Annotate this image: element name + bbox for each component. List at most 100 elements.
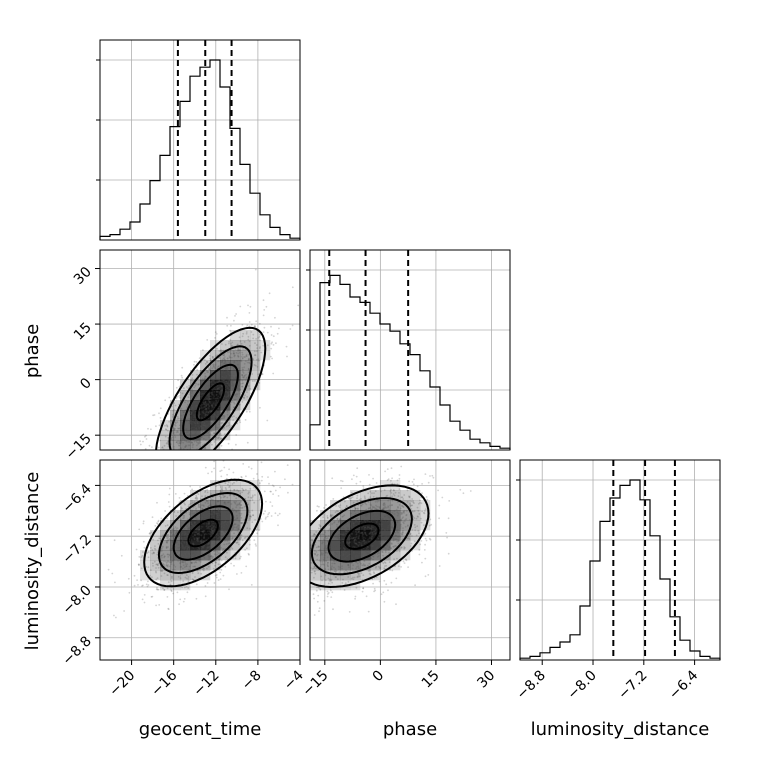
scatter-point	[155, 567, 157, 569]
scatter-point	[241, 487, 244, 490]
scatter-point	[345, 505, 348, 507]
scatter-point	[424, 537, 427, 540]
scatter-point	[198, 533, 201, 535]
scatter-point	[345, 505, 348, 507]
scatter-point	[193, 521, 196, 524]
scatter-point	[187, 576, 190, 578]
scatter-point	[227, 382, 230, 384]
scatter-point	[386, 520, 389, 523]
scatter-point	[330, 530, 333, 533]
scatter-point	[372, 506, 374, 509]
scatter-point	[201, 378, 204, 380]
scatter-point	[259, 333, 262, 336]
scatter-point	[217, 500, 219, 503]
scatter-point	[193, 421, 196, 424]
scatter-point	[178, 427, 180, 430]
scatter-point	[336, 517, 339, 520]
scatter-point	[359, 532, 362, 535]
scatter-point	[178, 554, 181, 557]
scatter-point	[175, 532, 178, 535]
scatter-point	[366, 527, 368, 530]
scatter-point	[182, 561, 185, 564]
scatter-point	[219, 533, 221, 535]
scatter-point	[415, 517, 418, 520]
scatter-point	[350, 525, 353, 527]
scatter-point	[323, 600, 326, 602]
scatter-point	[225, 517, 228, 520]
density-cell	[230, 400, 241, 411]
scatter-point	[353, 546, 356, 548]
scatter-point	[231, 483, 234, 485]
scatter-point	[224, 367, 227, 370]
scatter-point	[313, 597, 315, 600]
scatter-point	[220, 496, 222, 499]
scatter-point	[208, 541, 211, 544]
scatter-point	[296, 505, 298, 507]
scatter-point	[327, 582, 330, 585]
scatter-point	[202, 522, 205, 525]
scatter-point	[333, 566, 335, 569]
scatter-point	[143, 471, 145, 473]
scatter-point	[192, 565, 195, 568]
scatter-point	[205, 424, 207, 426]
scatter-point	[211, 562, 214, 565]
scatter-point	[402, 511, 405, 513]
scatter-point	[212, 526, 215, 529]
x-axis-label-geocent-time: geocent_time	[139, 719, 262, 740]
scatter-point	[354, 538, 357, 541]
scatter-point	[355, 586, 358, 589]
scatter-point	[390, 518, 393, 521]
density-cell	[220, 480, 231, 491]
scatter-point	[249, 305, 252, 308]
scatter-point	[272, 572, 274, 574]
scatter-point	[205, 405, 208, 408]
scatter-point	[384, 547, 387, 550]
scatter-point	[188, 417, 191, 420]
scatter-point	[163, 560, 165, 563]
scatter-point	[200, 395, 202, 398]
scatter-point	[256, 350, 258, 353]
scatter-point	[166, 574, 169, 576]
scatter-point	[200, 572, 203, 575]
scatter-point	[251, 499, 254, 501]
scatter-point	[193, 531, 196, 533]
scatter-point	[220, 349, 222, 352]
scatter-point	[171, 541, 174, 544]
scatter-point	[170, 590, 173, 593]
density-cell	[310, 570, 321, 581]
scatter-point	[165, 442, 168, 445]
scatter-point	[200, 538, 203, 541]
scatter-point	[186, 455, 188, 457]
scatter-point	[195, 539, 198, 542]
scatter-point	[355, 561, 358, 564]
scatter-point	[376, 500, 379, 503]
scatter-point	[240, 534, 243, 537]
scatter-point	[276, 332, 279, 335]
scatter-point	[338, 544, 341, 547]
scatter-point	[248, 543, 251, 546]
scatter-point	[196, 540, 199, 543]
scatter-point	[369, 573, 372, 576]
contour-phase-vs-luminosity-distance	[310, 484, 430, 589]
scatter-point	[205, 516, 207, 518]
scatter-point	[205, 439, 207, 441]
scatter-point	[156, 587, 158, 589]
scatter-point	[362, 534, 364, 536]
scatter-point	[223, 354, 225, 356]
scatter-point	[364, 532, 366, 534]
scatter-point	[325, 537, 327, 540]
scatter-point	[198, 548, 201, 550]
density-cell	[170, 560, 181, 571]
scatter-point	[387, 519, 390, 522]
scatter-point	[329, 546, 332, 549]
scatter-point	[163, 563, 165, 566]
scatter-point	[221, 358, 224, 361]
scatter-point	[330, 579, 332, 582]
scatter-point	[213, 366, 216, 368]
scatter-point	[166, 534, 169, 536]
scatter-point	[224, 565, 227, 568]
scatter-point	[321, 560, 324, 563]
scatter-point	[223, 495, 226, 498]
scatter-point	[162, 545, 164, 548]
scatter-point	[210, 541, 213, 544]
